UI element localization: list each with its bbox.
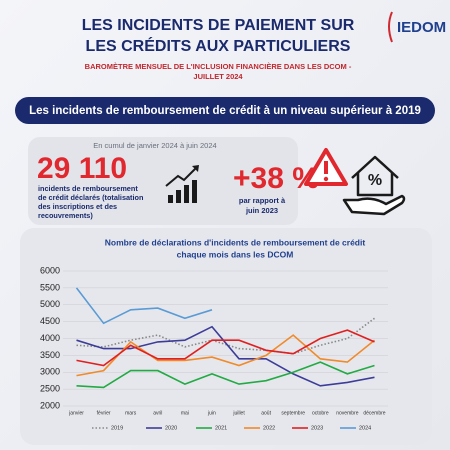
series-line bbox=[75, 287, 213, 325]
legend-label: 2022 bbox=[263, 425, 275, 431]
plot: 2000 2500 3000 3500 4000 4500 5000 5500 6000 janv… bbox=[40, 265, 388, 431]
y-tick-label: 5500 bbox=[40, 282, 60, 292]
change-text: par rapport à bbox=[239, 196, 286, 205]
series-line bbox=[76, 334, 376, 377]
banner-text: Les incidents de remboursement de crédit… bbox=[29, 105, 421, 117]
x-tick-label: décembre bbox=[363, 410, 385, 416]
y-tick-label: 3500 bbox=[40, 350, 60, 360]
legend-label: 2019 bbox=[111, 425, 123, 431]
series-line bbox=[76, 361, 375, 389]
x-tick-label: novembre bbox=[336, 410, 358, 416]
svg-text:%: % bbox=[368, 172, 382, 189]
chart-panel bbox=[20, 228, 432, 445]
y-tick-label: 2000 bbox=[40, 400, 60, 410]
y-tick-label: 4500 bbox=[40, 316, 60, 326]
x-tick-label: mai bbox=[181, 410, 189, 416]
x-tick-label: juillet bbox=[232, 410, 245, 416]
y-tick-label: 3000 bbox=[40, 367, 60, 377]
x-tick-label: août bbox=[261, 410, 271, 416]
banner bbox=[15, 97, 435, 124]
count-text: recouvrements) bbox=[38, 211, 93, 220]
y-tick-label: 5000 bbox=[40, 299, 60, 309]
change: +38 % bbox=[233, 162, 319, 195]
count-text: incidents de remboursement bbox=[38, 184, 138, 193]
x-tick-label: février bbox=[97, 410, 111, 416]
title: LES INCIDENTS DE PAIEMENT SUR bbox=[82, 17, 355, 34]
house-icon: % bbox=[342, 155, 406, 216]
change-text: juin 2023 bbox=[245, 206, 278, 215]
count: 29 110 bbox=[37, 152, 127, 185]
subtitle: BAROMÈTRE MENSUEL DE L'INCLUSION FINANCI… bbox=[85, 62, 352, 71]
y-tick-label: 6000 bbox=[40, 265, 60, 275]
series-line bbox=[76, 317, 375, 355]
legend-label: 2024 bbox=[359, 425, 371, 431]
count-text: des inscriptions et des bbox=[38, 202, 117, 211]
x-tick-label: mars bbox=[125, 410, 137, 416]
chart-title: Nombre de déclarations d'incidents de re… bbox=[105, 237, 366, 247]
series-line bbox=[76, 329, 375, 367]
growth-icon bbox=[165, 165, 199, 203]
x-tick-label: avril bbox=[153, 410, 162, 416]
count-text: de crédit déclarés (totalisation bbox=[38, 193, 143, 202]
subtitle: JUILLET 2024 bbox=[193, 72, 243, 81]
warning-icon bbox=[304, 148, 348, 186]
x-tick-label: octobre bbox=[312, 410, 329, 416]
y-tick-label: 2500 bbox=[40, 384, 60, 394]
chart-title: chaque mois dans les DCOM bbox=[177, 249, 294, 259]
x-tick-label: juin bbox=[207, 410, 216, 416]
legend-label: 2021 bbox=[215, 425, 227, 431]
period: En cumul de janvier 2024 à juin 2024 bbox=[93, 141, 216, 150]
legend-label: 2020 bbox=[165, 425, 177, 431]
x-tick-label: septembre bbox=[281, 410, 305, 416]
title: LES CRÉDITS AUX PARTICULIERS bbox=[86, 36, 351, 55]
x-tick-label: janvier bbox=[68, 410, 84, 416]
logo-mark bbox=[388, 11, 393, 43]
logo: IEDOM bbox=[397, 19, 446, 36]
legend-label: 2023 bbox=[311, 425, 323, 431]
stats-box bbox=[28, 137, 298, 225]
y-tick-label: 4000 bbox=[40, 333, 60, 343]
